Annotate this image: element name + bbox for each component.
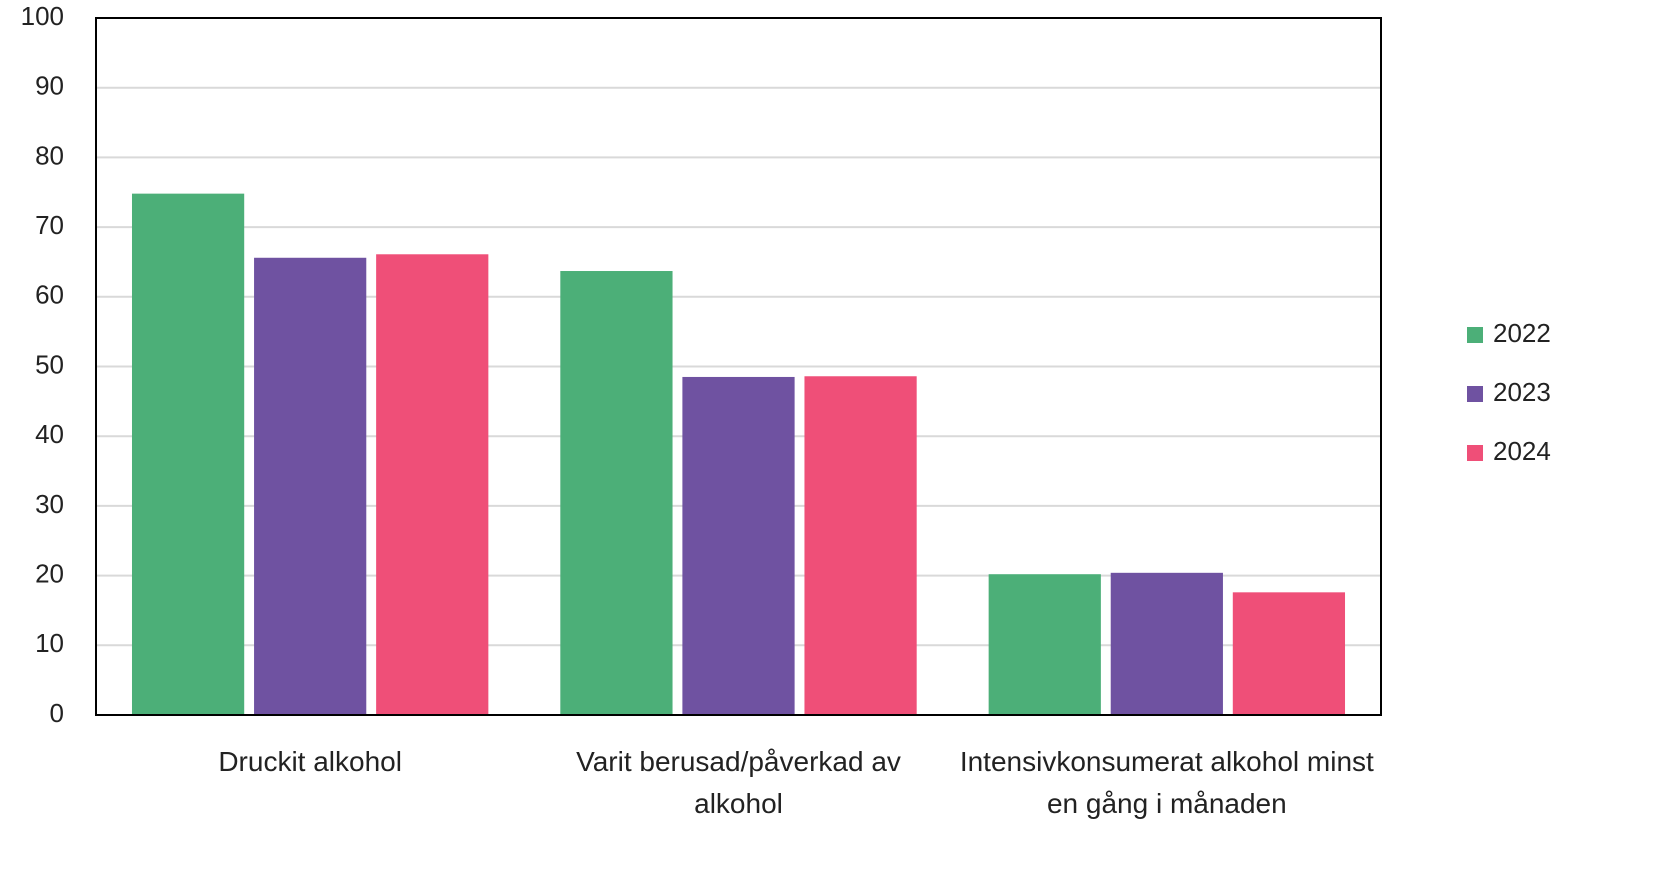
legend-label: 2022 bbox=[1493, 318, 1551, 348]
y-tick-label: 80 bbox=[35, 140, 64, 170]
y-tick-label: 30 bbox=[35, 489, 64, 519]
bar bbox=[1110, 572, 1223, 715]
y-tick-label: 50 bbox=[35, 349, 64, 379]
bar bbox=[560, 271, 673, 715]
x-tick-label: Intensivkonsumerat alkohol minst en gång… bbox=[959, 746, 1374, 819]
bar bbox=[804, 376, 917, 715]
y-tick-label: 70 bbox=[35, 210, 64, 240]
y-tick-label: 90 bbox=[35, 71, 64, 101]
legend-swatch bbox=[1467, 327, 1483, 343]
y-tick-label: 20 bbox=[35, 558, 64, 588]
y-tick-label: 60 bbox=[35, 280, 64, 310]
y-tick-label: 10 bbox=[35, 628, 64, 658]
bar bbox=[1232, 592, 1346, 715]
bar bbox=[376, 254, 489, 715]
y-tick-label: 0 bbox=[50, 698, 64, 728]
legend-swatch bbox=[1467, 386, 1483, 402]
bar bbox=[988, 574, 1101, 715]
y-tick-label: 100 bbox=[21, 1, 64, 31]
plot-frame bbox=[95, 17, 1382, 716]
bar bbox=[682, 376, 795, 715]
bar bbox=[131, 193, 245, 716]
x-tick-label: Varit berusad/påverkad av alkohol bbox=[576, 746, 901, 819]
y-tick-label: 40 bbox=[35, 419, 64, 449]
legend-label: 2023 bbox=[1493, 377, 1551, 407]
legend-label: 2024 bbox=[1493, 436, 1551, 466]
x-tick-label: Druckit alkohol bbox=[218, 746, 402, 777]
legend-swatch bbox=[1467, 445, 1483, 461]
bar bbox=[254, 257, 367, 715]
